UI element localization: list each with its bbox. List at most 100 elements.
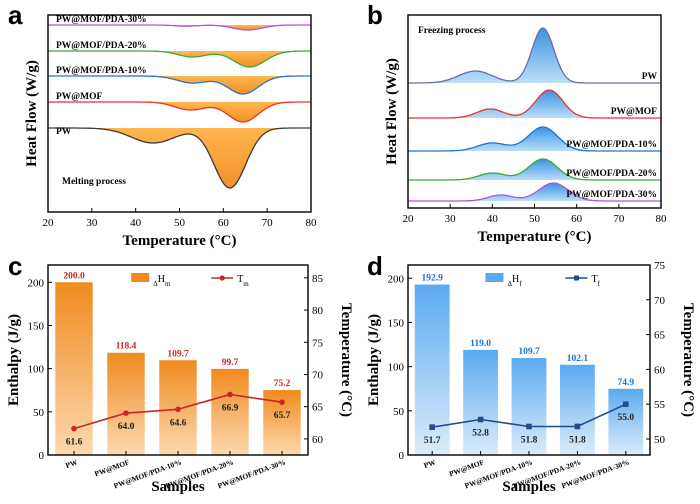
dsc-fill-PW@MOF/PDA-20%: [48, 51, 311, 67]
temperature-point: [477, 416, 484, 423]
y-tick-label: 100: [28, 364, 45, 376]
y-axis-title: Heat Flow (W/g): [384, 58, 400, 165]
y2-tick-label: 65: [654, 330, 666, 342]
bar-PW@MOF/PDA-20%: [211, 368, 249, 455]
x-axis-title: Samples: [151, 479, 205, 495]
y-axis-title: Enthalpy (J/g): [366, 314, 382, 406]
x-category-label: PW@MOF: [93, 457, 131, 478]
bar-value-label: 109.7: [167, 349, 189, 359]
dsc-curve-PW@MOF/PDA-10%: [408, 126, 661, 152]
y-tick-label: 100: [388, 362, 405, 374]
curve-label: PW@MOF/PDA-20%: [566, 169, 657, 179]
dsc-curve-PW@MOF/PDA-30%: [48, 24, 311, 31]
x-tick-label: 20: [403, 213, 415, 225]
temperature-value-label: 61.6: [66, 438, 83, 448]
y-tick-label: 50: [33, 407, 45, 419]
panel-letter: c: [8, 251, 22, 281]
y2-tick-label: 85: [312, 273, 324, 285]
curve-label: PW@MOF/PDA-30%: [566, 190, 657, 200]
dsc-curve-PW@MOF: [48, 101, 311, 123]
bar-value-label: 74.9: [617, 378, 634, 388]
y2-tick-label: 60: [654, 364, 666, 376]
x-tick-label: 80: [306, 217, 318, 229]
x-tick-label: 50: [174, 217, 186, 229]
y-tick-label: 0: [39, 450, 45, 462]
curve-label: PW@MOF/PDA-10%: [56, 66, 147, 76]
dsc-fill-PW@MOF: [408, 90, 661, 118]
x-tick-label: 70: [262, 217, 274, 229]
bar-value-label: 99.7: [222, 358, 239, 368]
y-axis-title: Heat Flow (W/g): [24, 60, 40, 167]
temperature-value-label: 65.7: [274, 411, 291, 421]
temperature-value-label: 51.7: [424, 436, 441, 446]
dsc-curve-PW@MOF/PDA-30%: [408, 182, 661, 202]
y2-tick-label: 75: [312, 337, 324, 349]
bar-PW@MOF/PDA-10%: [511, 358, 547, 455]
legend-bar-swatch: [485, 273, 504, 282]
y-tick-label: 150: [388, 317, 405, 329]
x-tick-label: 40: [487, 213, 499, 225]
dsc-fill-PW@MOF/PDA-30%: [408, 183, 661, 201]
legend-line-marker: [219, 275, 225, 281]
panel-letter: a: [8, 0, 23, 30]
temperature-value-label: 55.0: [617, 413, 634, 423]
legend-bar-label: ΔHf: [507, 274, 522, 288]
temperature-point: [227, 391, 233, 398]
dsc-curve-PW@MOF: [408, 89, 661, 119]
y2-axis-title: Temperature (°C): [680, 303, 696, 417]
curve-label: PW@MOF/PDA-20%: [56, 41, 147, 51]
bar-value-label: 75.2: [274, 379, 291, 389]
y2-tick-label: 70: [312, 369, 324, 381]
legend-line-label: Tm: [237, 274, 249, 288]
curve-label: PW@MOF/PDA-10%: [566, 140, 657, 150]
x-tick-label: 20: [43, 217, 55, 229]
temperature-point: [526, 423, 532, 430]
x-tick-label: 30: [86, 217, 98, 229]
panel-a: PW@MOF/PDA-30% PW@MOF/PDA-20% PW@MOF/PDA-1…: [8, 0, 317, 249]
legend-line-marker: [573, 275, 579, 281]
panel-d: 192.9 119.0 109.7 102.1 74.9 51.7 52.8 51.8 51.8…: [366, 251, 696, 495]
y2-tick-label: 70: [654, 295, 666, 307]
temperature-value-label: 66.9: [222, 403, 239, 413]
y-tick-label: 0: [399, 450, 405, 462]
x-axis-title: Samples: [502, 479, 556, 495]
x-tick-label: 80: [656, 213, 668, 225]
curve-label: PW@MOF/PDA-30%: [56, 15, 147, 25]
x-axis-title: Temperature (°C): [478, 229, 592, 245]
x-axis-title: Temperature (°C): [123, 233, 237, 249]
dsc-fill-PW@MOF/PDA-10%: [48, 76, 311, 94]
temperature-value-label: 64.0: [118, 422, 135, 432]
dsc-curve-PW: [408, 27, 661, 84]
dsc-fill-PW@MOF/PDA-10%: [408, 127, 661, 151]
x-tick-label: 60: [571, 213, 583, 225]
dsc-curve-PW@MOF/PDA-20%: [48, 50, 311, 68]
y2-tick-label: 50: [654, 434, 666, 446]
dsc-curve-PW: [48, 127, 311, 189]
y2-tick-label: 75: [654, 260, 666, 272]
dsc-fill-PW@MOF/PDA-20%: [408, 159, 661, 180]
temperature-point: [175, 406, 181, 413]
process-annotation: Freezing process: [418, 26, 486, 36]
bar-PW@MOF: [107, 352, 145, 455]
temperature-value-label: 51.8: [521, 435, 538, 445]
curve-label: PW@MOF: [611, 107, 657, 117]
dsc-fill-PW: [48, 128, 311, 188]
bar-value-label: 109.7: [518, 347, 540, 357]
legend-bar-label: ΔHm: [153, 274, 171, 288]
y-tick-label: 200: [28, 277, 45, 289]
y-tick-label: 150: [28, 320, 45, 332]
panel-c: 200.0 118.4 109.7 99.7 75.2 61.6 64.0 64.6 66.9 6…: [6, 251, 354, 495]
curve-label: PW@MOF: [56, 92, 102, 102]
dsc-curve-PW@MOF/PDA-20%: [408, 158, 661, 181]
temperature-point: [623, 401, 629, 407]
temperature-value-label: 64.6: [170, 418, 187, 428]
x-tick-label: 70: [613, 213, 625, 225]
bar-value-label: 192.9: [422, 274, 444, 284]
temperature-point: [279, 399, 285, 405]
temperature-point: [429, 424, 435, 430]
y2-tick-label: 80: [312, 305, 324, 317]
x-tick-label: 50: [529, 213, 541, 225]
dsc-curve-PW@MOF/PDA-10%: [48, 75, 311, 95]
curve-label: PW: [642, 72, 658, 82]
